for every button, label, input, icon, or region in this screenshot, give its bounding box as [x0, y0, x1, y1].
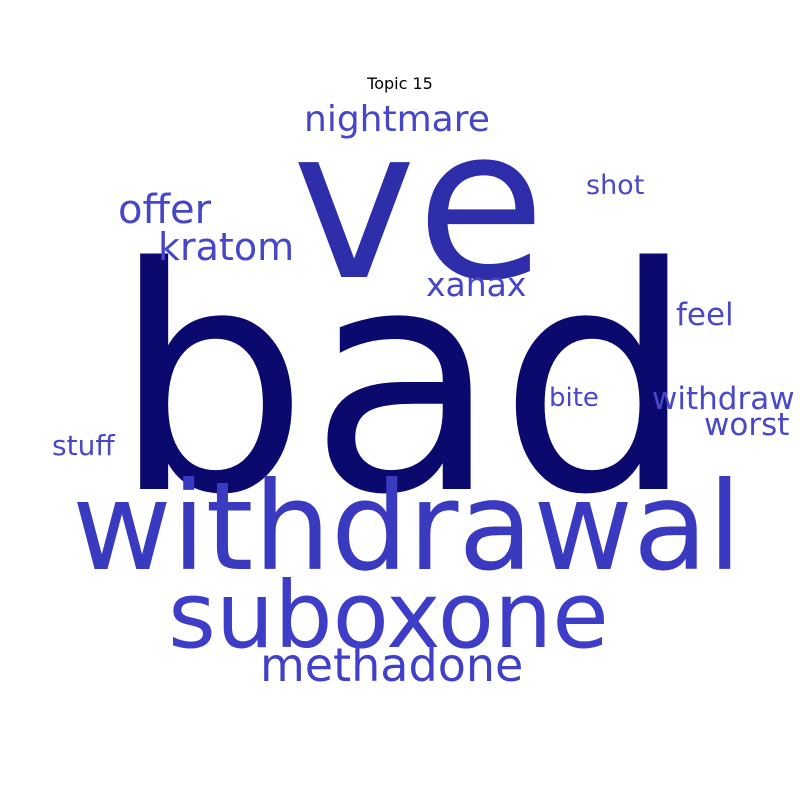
- word-withdrawal: withdrawal: [72, 456, 742, 598]
- word-kratom: kratom: [158, 225, 295, 269]
- word-worst: worst: [704, 407, 790, 443]
- word-withdraw: withdraw: [652, 381, 795, 417]
- word-methadone: methadone: [260, 638, 524, 692]
- word-stuff: stuff: [52, 429, 115, 462]
- word-ve: ve: [292, 82, 546, 327]
- word-shot: shot: [586, 170, 645, 201]
- word-nightmare: nightmare: [304, 99, 490, 140]
- word-bad: bad: [112, 202, 696, 563]
- word-offer: offer: [118, 187, 212, 233]
- word-suboxone: suboxone: [168, 562, 609, 669]
- word-feel: feel: [676, 297, 734, 333]
- word-xanax: xanax: [426, 265, 527, 304]
- word-bite: bite: [549, 383, 599, 413]
- chart-title: Topic 15: [367, 74, 433, 93]
